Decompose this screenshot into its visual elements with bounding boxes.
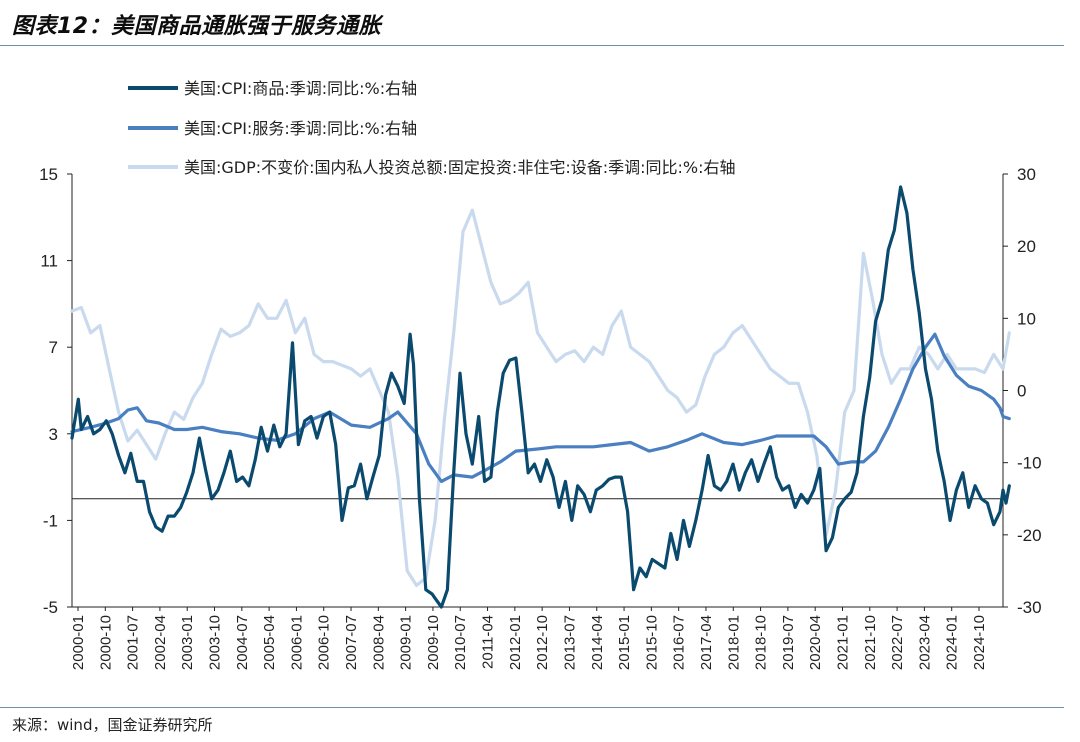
x-tick-label: 2015-01 xyxy=(616,615,633,670)
right-tick-label: -20 xyxy=(1017,526,1042,545)
x-tick-label: 2013-07 xyxy=(561,615,578,670)
x-tick-label: 2018-01 xyxy=(725,615,742,670)
source-note: 来源：wind，国金证券研究所 xyxy=(12,716,213,734)
series-lines xyxy=(70,185,1011,609)
x-tick-label: 2023-04 xyxy=(916,615,933,670)
x-tick-label: 2006-10 xyxy=(316,615,333,670)
left-tick-label: 15 xyxy=(39,165,58,184)
x-tick-label: 2003-10 xyxy=(207,615,224,670)
x-tick-label: 2024-10 xyxy=(971,615,988,670)
plot-frame xyxy=(71,174,1004,608)
legend-label-3: 美国:GDP:不变价:国内私人投资总额:固定投资:非住宅:设备:季调:同比:%:… xyxy=(184,158,735,177)
x-tick-label: 2001-07 xyxy=(125,615,142,670)
x-tick-label: 2021-10 xyxy=(862,615,879,670)
x-tick-label: 2007-07 xyxy=(343,615,360,670)
x-tick-label: 2006-01 xyxy=(288,615,305,670)
x-tick-label: 2000-10 xyxy=(97,615,114,670)
x-tick-label: 2003-01 xyxy=(179,615,196,670)
right-tick-label: -10 xyxy=(1017,454,1042,473)
series-line-3 xyxy=(70,208,1011,587)
left-tick-label: -1 xyxy=(43,511,58,530)
series-line-1 xyxy=(70,185,1011,609)
right-tick-label: 30 xyxy=(1017,165,1036,184)
x-tick-label: 2016-07 xyxy=(671,615,688,670)
source-divider xyxy=(0,707,1064,708)
series-line-2 xyxy=(70,332,1011,483)
x-tick-label: 2024-01 xyxy=(944,615,961,670)
x-tick-label: 2010-07 xyxy=(452,615,469,670)
legend-label-2: 美国:CPI:服务:季调:同比:%:右轴 xyxy=(184,119,417,138)
right-tick-label: -30 xyxy=(1017,598,1042,617)
x-tick-label: 2022-07 xyxy=(889,615,906,670)
x-tick-label: 2009-01 xyxy=(398,615,415,670)
title-divider xyxy=(0,45,1064,46)
left-tick-label: 3 xyxy=(49,425,58,444)
x-tick-label: 2015-10 xyxy=(643,615,660,670)
right-tick-label: 0 xyxy=(1017,382,1026,401)
x-tick-label: 2018-10 xyxy=(753,615,770,670)
left-tick-label: 7 xyxy=(49,338,58,357)
right-axis: 30 20 10 0 -10 -20 -30 xyxy=(1003,165,1042,617)
legend-label-1: 美国:CPI:商品:季调:同比:%:右轴 xyxy=(184,79,417,98)
x-tick-label: 2021-01 xyxy=(834,615,851,670)
x-tick-label: 2017-04 xyxy=(698,615,715,670)
right-tick-label: 10 xyxy=(1017,309,1036,328)
left-tick-label: -5 xyxy=(43,598,58,617)
x-tick-label: 2020-04 xyxy=(807,615,824,670)
left-axis: 15 11 7 3 -1 -5 xyxy=(39,165,72,617)
x-tick-label: 2009-10 xyxy=(425,615,442,670)
x-tick-label: 2012-01 xyxy=(507,615,524,670)
legend: 美国:CPI:商品:季调:同比:%:右轴美国:CPI:服务:季调:同比:%:右轴… xyxy=(128,79,735,177)
x-tick-label: 2014-04 xyxy=(589,615,606,670)
chart-title: 图表12：美国商品通胀强于服务通胀 xyxy=(12,14,382,39)
x-tick-label: 2000-01 xyxy=(70,615,87,670)
x-tick-label: 2012-10 xyxy=(534,615,551,670)
x-tick-label: 2002-04 xyxy=(152,615,169,670)
x-axis: 2000-01 2000-10 2001-07 2002-04 2003-01 2003-… xyxy=(70,607,988,670)
left-tick-label: 11 xyxy=(40,252,58,271)
x-tick-label: 2008-04 xyxy=(370,615,387,670)
x-tick-label: 2004-07 xyxy=(234,615,251,670)
x-tick-label: 2005-04 xyxy=(261,615,278,670)
right-tick-label: 20 xyxy=(1017,237,1036,256)
x-tick-label: 2019-07 xyxy=(780,615,797,670)
x-tick-label: 2011-04 xyxy=(480,615,497,669)
